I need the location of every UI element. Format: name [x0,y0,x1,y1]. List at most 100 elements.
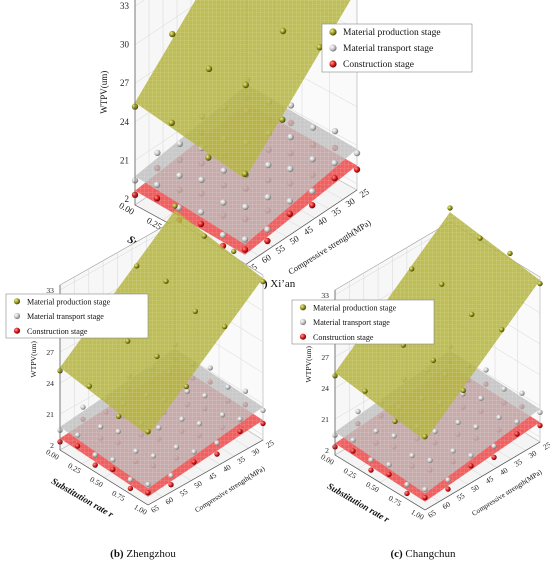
point-series-2 [450,448,456,454]
point-series-3 [168,482,174,488]
x-tick-label: 0.75 [387,494,403,509]
legend-label-1: Material production stage [313,304,397,313]
legend: Material production stage Material transp… [5,293,149,339]
surface-mesh-1 [135,0,351,179]
y-tick-label: 30 [250,446,261,458]
point-series-2 [97,424,104,430]
legend: Material production stage Material transp… [291,299,435,345]
point-series-3 [260,420,266,427]
point-series-2 [391,433,397,439]
y-tick-label: 25 [264,438,275,450]
point-series-1 [439,281,445,287]
y-tick-label: 50 [469,482,480,494]
point-series-3 [331,174,338,182]
x-tick-label: 1.00 [409,507,425,522]
legend-marker-3 [13,327,21,334]
point-series-2 [110,457,116,463]
z-tick-label: 24 [120,117,130,127]
point-series-3 [197,220,205,228]
point-series-1 [362,388,368,394]
x-axis-line [59,449,149,506]
point-series-2 [168,472,174,479]
z-tick-label: 27 [321,353,329,362]
point-series-2 [353,149,361,157]
point-series-3 [241,246,249,253]
point-series-2 [176,172,183,179]
point-series-3 [445,486,451,492]
point-series-1 [134,263,140,269]
legend-marker-1 [13,298,21,305]
point-series-3 [468,463,474,469]
point-series-2 [156,425,162,431]
point-series-2 [264,226,271,233]
point-series-3 [368,467,374,473]
z-axis-title: WTPV(um) [304,346,313,383]
z-tick-label: 24 [46,379,54,388]
point-series-3 [353,166,361,173]
point-series-2 [264,193,271,201]
point-series-2 [287,102,295,109]
y-tick-label: 25 [541,440,550,452]
z-tick-label: 33 [321,291,329,300]
y-tick-label: 60 [164,495,175,507]
surface-mesh-2 [60,348,263,489]
legend-label-1: Material production stage [343,28,441,38]
point-series-1 [205,154,212,161]
x-tick-label: 0.00 [117,200,136,217]
point-series-2 [386,462,392,468]
x-tick-label: 0.75 [110,489,126,504]
legend-label-3: Construction stage [313,333,374,342]
point-series-3 [92,462,98,468]
point-series-2 [368,457,374,463]
point-series-2 [154,149,161,157]
point-series-1 [231,248,237,255]
y-tick-label: 35 [236,454,247,466]
point-series-1 [392,418,398,424]
chart-panel-3: 221242730330.000.250.500.751.00253035404… [291,205,550,560]
point-series-2 [496,414,502,421]
point-series-2 [287,165,294,173]
point-series-1 [201,233,207,239]
legend-box [321,23,473,73]
y-tick-label: 65 [426,508,437,520]
z-tick-label: 33 [46,286,54,295]
x-tick-label: 0.25 [342,466,358,481]
point-series-3 [309,202,316,209]
point-series-1 [279,27,287,35]
point-series-2 [207,365,213,371]
legend-label-3: Construction stage [27,327,88,336]
z-tick-label: 27 [120,78,130,88]
point-series-3 [350,448,356,454]
z-tick-label: 30 [120,40,130,50]
point-series-2 [173,444,180,450]
y-tick-label: 50 [192,479,203,491]
point-series-3 [286,210,293,218]
z-tick-label: 21 [120,155,129,165]
point-series-3 [191,459,197,465]
point-series-2 [184,388,190,394]
point-series-3 [491,454,497,460]
point-series-3 [514,431,520,437]
point-series-2 [422,486,428,493]
point-series-3 [422,494,428,501]
point-series-1 [279,116,286,123]
point-series-2 [331,159,338,167]
point-series-1 [163,278,169,284]
x-axis-title: Substitution rate r [325,482,391,526]
point-series-1 [499,326,505,333]
point-series-3 [537,422,543,429]
point-series-2 [196,420,203,427]
point-series-2 [501,386,507,392]
y-tick-label: 40 [498,465,509,477]
point-series-1 [469,311,475,317]
point-series-2 [197,208,205,216]
point-series-2 [455,419,461,425]
point-series-1 [172,203,178,209]
point-series-1 [145,428,151,435]
point-series-1 [460,387,466,394]
point-series-2 [179,416,185,422]
point-series-2 [350,437,356,443]
point-series-2 [115,428,121,435]
point-series-2 [198,176,205,183]
y-tick-label: 55 [455,491,466,503]
